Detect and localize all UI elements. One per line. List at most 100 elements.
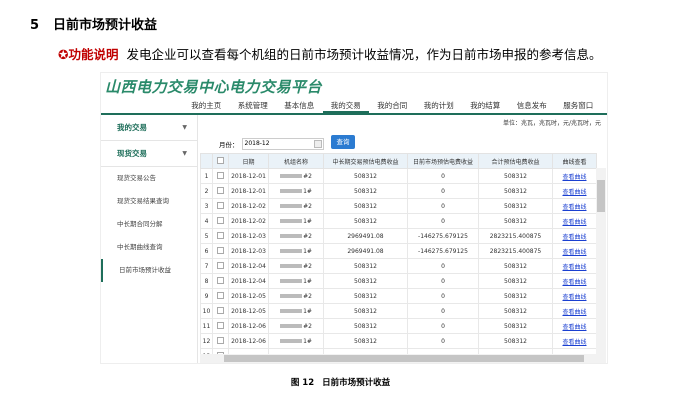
- row-select[interactable]: [212, 288, 229, 304]
- curve-link-cell: 查看曲线: [552, 318, 597, 334]
- vertical-scrollbar[interactable]: [596, 168, 606, 354]
- view-curve-link[interactable]: 查看曲线: [562, 173, 587, 181]
- sidebar-item[interactable]: 中长期合同分解: [117, 220, 163, 228]
- nav-item[interactable]: 我的主页: [191, 101, 222, 110]
- curve-link-cell: 查看曲线: [552, 168, 597, 184]
- checkbox[interactable]: [217, 201, 224, 209]
- total-revenue: 508312: [478, 258, 553, 274]
- medium-long-term-revenue: 508312: [323, 213, 408, 229]
- row-select[interactable]: [212, 198, 229, 214]
- horizontal-scrollbar[interactable]: [200, 354, 606, 363]
- nav-item[interactable]: 系统管理: [237, 101, 268, 110]
- view-curve-link[interactable]: 查看曲线: [562, 263, 587, 271]
- view-curve-link[interactable]: 查看曲线: [562, 308, 587, 316]
- checkbox[interactable]: [217, 156, 224, 164]
- table-row: 7 2018-12-04 #2 508312 0 508312 查看曲线: [200, 258, 597, 274]
- unit-suffix: #2: [303, 232, 312, 240]
- header-select-all[interactable]: [212, 153, 229, 169]
- medium-long-term-revenue: 2969491.08: [323, 228, 408, 244]
- view-curve-link[interactable]: 查看曲线: [562, 323, 587, 331]
- nav-item[interactable]: 我的交易: [322, 100, 369, 113]
- scroll-thumb[interactable]: [224, 355, 584, 362]
- row-select[interactable]: [212, 258, 229, 274]
- redacted-name: [280, 174, 303, 178]
- table-row: 4 2018-12-02 1# 508312 0 508312 查看曲线: [200, 213, 597, 229]
- checkbox[interactable]: [217, 231, 224, 239]
- checkbox[interactable]: [217, 171, 224, 179]
- day-ahead-revenue: 0: [407, 168, 479, 184]
- day-ahead-revenue: 0: [407, 258, 479, 274]
- curve-link-cell: 查看曲线: [552, 228, 597, 244]
- total-revenue: 508312: [478, 273, 553, 289]
- row-select[interactable]: [212, 303, 229, 319]
- sidebar-item[interactable]: 现货交易结果查询: [117, 197, 169, 205]
- table-row: 3 2018-12-02 #2 508312 0 508312 查看曲线: [200, 198, 597, 214]
- row-select[interactable]: [212, 273, 229, 289]
- sidebar-group-my-trade[interactable]: 我的交易 ▼: [101, 115, 197, 141]
- view-curve-link[interactable]: 查看曲线: [562, 218, 587, 226]
- month-input[interactable]: 2018-12: [241, 138, 324, 150]
- view-curve-link[interactable]: 查看曲线: [562, 188, 587, 196]
- redacted-name: [280, 204, 303, 208]
- checkbox[interactable]: [217, 306, 224, 314]
- row-select[interactable]: [212, 213, 229, 229]
- scroll-thumb[interactable]: [597, 180, 605, 212]
- view-curve-link[interactable]: 查看曲线: [562, 203, 587, 211]
- nav-item[interactable]: 服务窗口: [563, 101, 594, 110]
- sidebar-item[interactable]: 日前市场预计收益: [101, 259, 197, 282]
- query-button[interactable]: 查询: [331, 135, 355, 149]
- row-select[interactable]: [212, 333, 229, 349]
- caption-number: 图 12: [290, 378, 315, 388]
- curve-link-cell: 查看曲线: [552, 243, 597, 259]
- row-select[interactable]: [212, 318, 229, 334]
- redacted-name: [280, 264, 303, 268]
- checkbox[interactable]: [217, 246, 224, 254]
- unit-suffix: 1#: [303, 217, 312, 225]
- nav-item[interactable]: 我的计划: [423, 101, 454, 110]
- table-row: 8 2018-12-04 1# 508312 0 508312 查看曲线: [200, 273, 597, 289]
- unit-suffix: #2: [303, 322, 312, 330]
- nav-item[interactable]: 我的结算: [470, 101, 501, 110]
- unit-name-cell: 1#: [268, 243, 324, 259]
- checkbox[interactable]: [217, 276, 224, 284]
- day-ahead-revenue: -146275.679125: [407, 228, 479, 244]
- calendar-icon[interactable]: [313, 140, 322, 148]
- table-row: 6 2018-12-03 1# 2969491.08 -146275.679125 282…: [200, 243, 597, 259]
- checkbox[interactable]: [217, 336, 224, 344]
- redacted-name: [280, 339, 303, 343]
- view-curve-link[interactable]: 查看曲线: [562, 233, 587, 241]
- unit-suffix: #2: [303, 262, 312, 270]
- row-select[interactable]: [212, 243, 229, 259]
- nav-item[interactable]: 基本信息: [284, 101, 315, 110]
- date-cell: 2018-12-01: [228, 183, 269, 199]
- total-revenue: 2823215.400875: [478, 228, 553, 244]
- row-select[interactable]: [212, 183, 229, 199]
- checkbox[interactable]: [217, 261, 224, 269]
- row-select[interactable]: [212, 168, 229, 184]
- curve-link-cell: 查看曲线: [552, 183, 597, 199]
- nav-item[interactable]: 信息发布: [516, 101, 547, 110]
- view-curve-link[interactable]: 查看曲线: [562, 278, 587, 286]
- sidebar-item[interactable]: 现货交易公告: [117, 174, 156, 182]
- medium-long-term-revenue: 508312: [323, 258, 408, 274]
- checkbox[interactable]: [217, 321, 224, 329]
- checkbox[interactable]: [217, 291, 224, 299]
- checkbox[interactable]: [217, 186, 224, 194]
- sidebar-group-spot-trade[interactable]: 现货交易 ▼: [101, 141, 197, 167]
- description: ✪功能说明 发电企业可以查看每个机组的日前市场预计收益情况，作为日前市场申报的参…: [58, 44, 601, 63]
- view-curve-link[interactable]: 查看曲线: [562, 338, 587, 346]
- chevron-down-icon: ▼: [182, 124, 187, 131]
- medium-long-term-revenue: 508312: [323, 168, 408, 184]
- total-revenue: 508312: [478, 183, 553, 199]
- total-revenue: 508312: [478, 168, 553, 184]
- view-curve-link[interactable]: 查看曲线: [562, 293, 587, 301]
- day-ahead-revenue: 0: [407, 303, 479, 319]
- total-revenue: 508312: [478, 198, 553, 214]
- sidebar: 我的交易 ▼ 现货交易 ▼ 现货交易公告现货交易结果查询 中长期合同分解 中长期曲线查询…: [101, 115, 198, 363]
- view-curve-link[interactable]: 查看曲线: [562, 248, 587, 256]
- row-select[interactable]: [212, 228, 229, 244]
- revenue-table: 日期 机组名称 中长期交易预估电费收益 日前市场预估电费收益 合计预估电费收益 曲线查看 …: [200, 153, 597, 363]
- checkbox[interactable]: [217, 216, 224, 224]
- nav-item[interactable]: 我的合同: [377, 101, 408, 110]
- sidebar-item[interactable]: 中长期曲线查询: [117, 243, 163, 251]
